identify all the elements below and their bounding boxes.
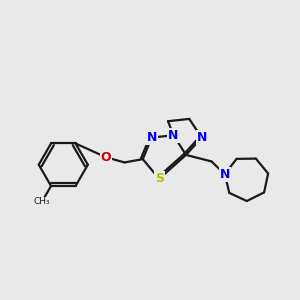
Text: N: N	[196, 131, 207, 144]
Text: CH₃: CH₃	[34, 197, 50, 206]
Text: O: O	[100, 151, 111, 164]
Text: N: N	[220, 168, 230, 181]
Text: N: N	[146, 131, 157, 144]
Text: S: S	[155, 172, 164, 185]
Text: N: N	[168, 129, 179, 142]
